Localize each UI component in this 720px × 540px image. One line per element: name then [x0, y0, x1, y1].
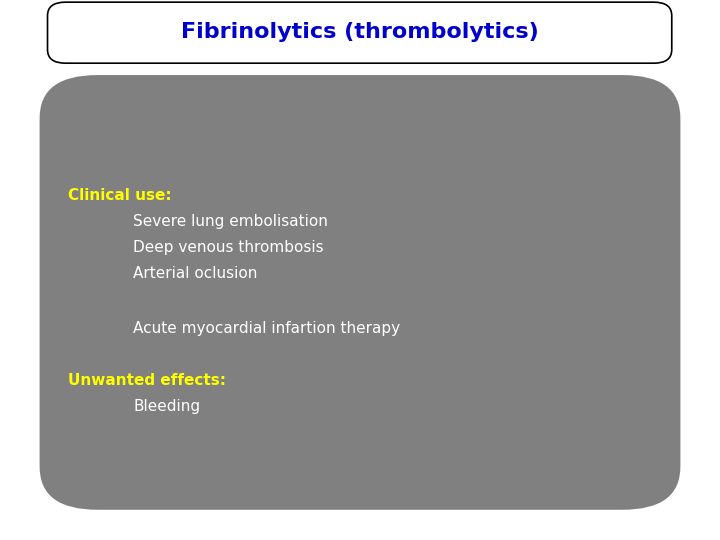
Text: Severe lung embolisation: Severe lung embolisation: [133, 214, 328, 229]
FancyBboxPatch shape: [40, 75, 680, 510]
Text: Unwanted effects:: Unwanted effects:: [68, 373, 226, 388]
Text: Acute myocardial infartion therapy: Acute myocardial infartion therapy: [133, 321, 400, 336]
Text: Clinical use:: Clinical use:: [68, 188, 172, 203]
Text: Deep venous thrombosis: Deep venous thrombosis: [133, 240, 324, 255]
Text: Arterial oclusion: Arterial oclusion: [133, 266, 258, 281]
FancyBboxPatch shape: [48, 2, 672, 63]
Text: Bleeding: Bleeding: [133, 399, 200, 414]
Text: Fibrinolytics (thrombolytics): Fibrinolytics (thrombolytics): [181, 22, 539, 43]
